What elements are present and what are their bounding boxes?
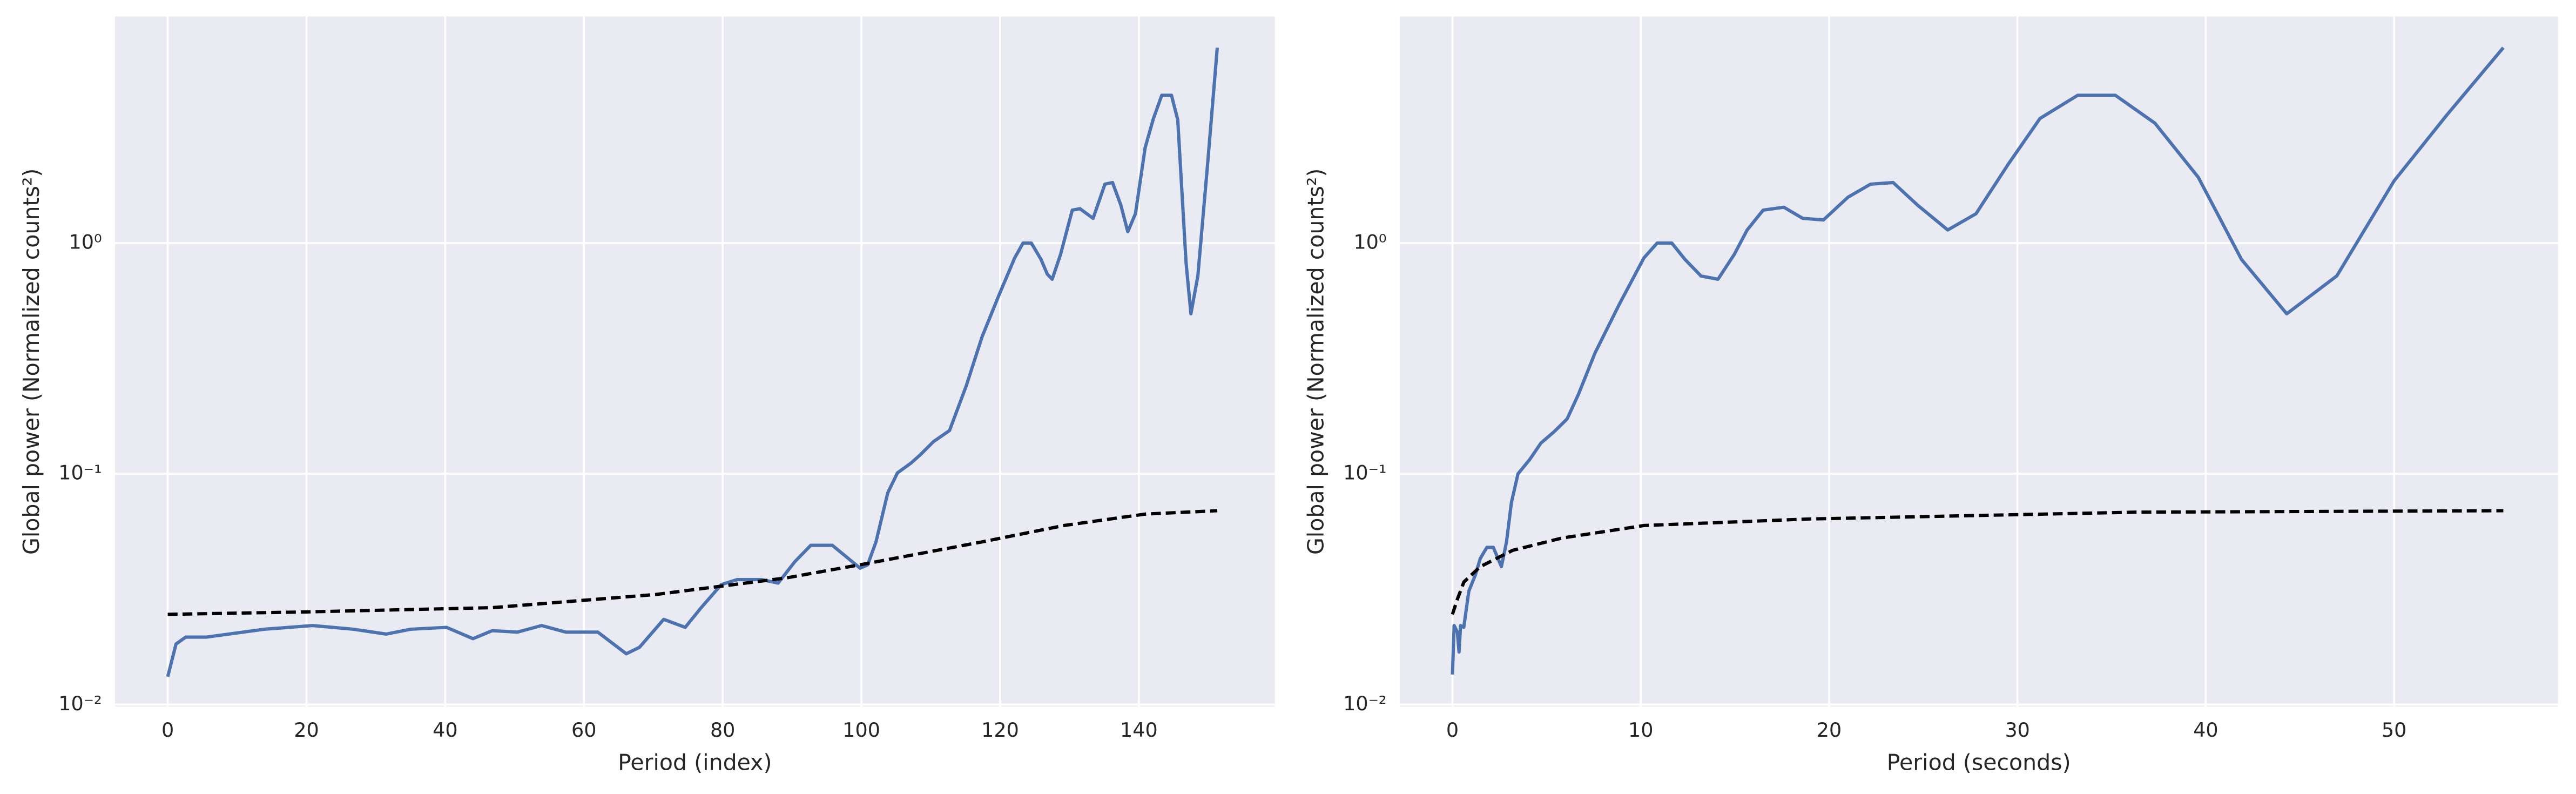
x-tick-label: 60 [571, 718, 596, 742]
y-axis-label: Global power (Normalized counts²) [18, 169, 44, 555]
x-axis-label: Period (index) [618, 750, 772, 776]
y-tick-label: 10⁻¹ [58, 461, 102, 485]
x-tick-label: 20 [294, 718, 319, 742]
data-line [1451, 509, 2504, 615]
x-tick-label: 50 [2382, 718, 2406, 742]
x-axis-label: Period (seconds) [1887, 750, 2071, 776]
x-tick-label: 20 [1817, 718, 1842, 742]
y-tick-label: 10⁻¹ [1343, 461, 1386, 485]
y-tick-label: 10⁻² [58, 692, 102, 715]
x-tick-label: 80 [710, 718, 735, 742]
x-tick-label: 30 [2005, 718, 2029, 742]
x-tick-label: 10 [1628, 718, 1653, 742]
x-tick-label: 0 [161, 718, 174, 742]
y-axis-label: Global power (Normalized counts²) [1303, 169, 1329, 555]
data-line [1451, 46, 2505, 675]
x-tick-label: 0 [1446, 718, 1459, 742]
y-tick-label: 10⁻² [1343, 692, 1386, 715]
data-line [166, 47, 1219, 677]
x-tick-label: 140 [1120, 718, 1158, 742]
y-tick-label: 10⁰ [1353, 231, 1386, 254]
plot-area [114, 16, 1275, 707]
plot-area [1399, 16, 2558, 707]
y-tick-label: 10⁰ [69, 231, 102, 254]
x-tick-label: 40 [2193, 718, 2218, 742]
x-tick-label: 120 [981, 718, 1019, 742]
x-tick-label: 40 [433, 718, 457, 742]
x-tick-label: 100 [842, 718, 880, 742]
